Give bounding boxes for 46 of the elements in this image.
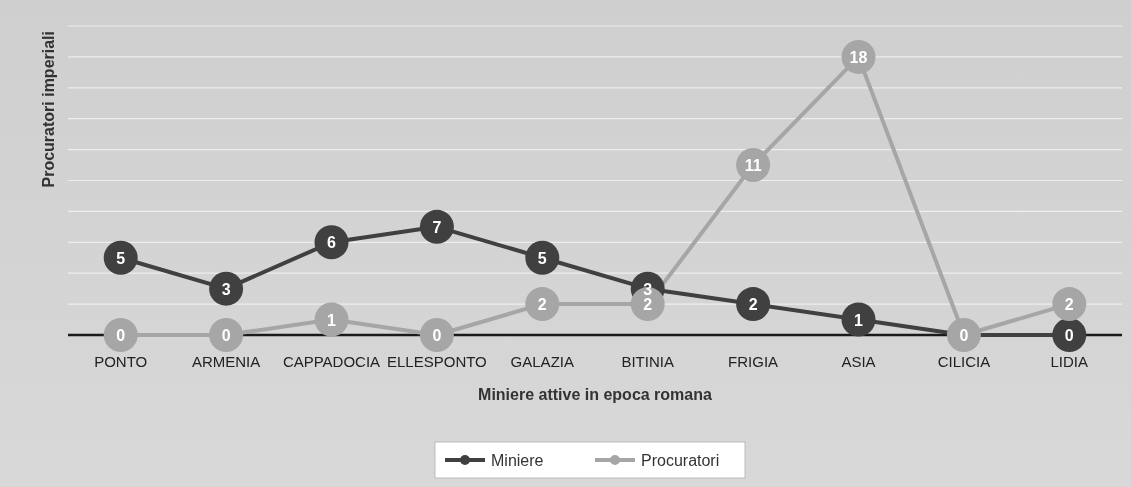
data-label: 3 <box>221 280 231 298</box>
data-label: 5 <box>116 249 126 267</box>
data-label: 0 <box>221 327 231 344</box>
x-axis-title: Miniere attive in epoca romana <box>478 386 713 403</box>
x-tick-label: ASIA <box>841 353 876 370</box>
point <box>841 302 876 337</box>
data-label: 0 <box>116 327 126 344</box>
data-label: 18 <box>849 48 868 66</box>
data-label: 2 <box>748 296 758 314</box>
point <box>103 240 138 275</box>
point <box>314 302 349 337</box>
y-axis-title: Procuratori imperiali <box>40 31 57 188</box>
x-tick-label: PONTO <box>94 353 148 370</box>
point <box>525 287 560 322</box>
data-label: 1 <box>854 311 864 329</box>
legend-label: Procuratori <box>641 452 720 469</box>
point <box>419 318 454 352</box>
point <box>1052 287 1087 322</box>
point <box>736 287 771 322</box>
data-label: 0 <box>1064 327 1074 344</box>
data-label: 11 <box>744 157 762 175</box>
data-label: 2 <box>537 296 547 314</box>
point <box>103 318 138 352</box>
point <box>209 271 244 306</box>
x-tick-label: BITINIA <box>621 353 674 370</box>
x-tick-label: GALAZIA <box>510 353 574 370</box>
data-label: 7 <box>432 218 442 236</box>
legend-label: Miniere <box>491 452 544 469</box>
point <box>314 225 349 260</box>
data-label: 2 <box>643 296 653 314</box>
x-tick-label: CILICIA <box>937 353 991 370</box>
data-label: 5 <box>537 249 547 267</box>
x-tick-label: ELLESPONTO <box>387 353 487 370</box>
data-label: 2 <box>1064 296 1074 314</box>
data-label: 6 <box>327 234 337 252</box>
x-tick-label: CAPPADOCIA <box>282 353 381 370</box>
point <box>525 240 560 275</box>
data-label: 0 <box>959 327 969 344</box>
data-label: 0 <box>432 327 442 344</box>
point <box>946 318 981 352</box>
x-tick-label: ARMENIA <box>191 353 261 370</box>
data-label: 1 <box>327 311 337 329</box>
point <box>419 209 454 244</box>
point <box>209 318 244 352</box>
x-tick-label: FRIGIA <box>728 353 779 370</box>
x-tick-label: LIDIA <box>1050 353 1089 370</box>
